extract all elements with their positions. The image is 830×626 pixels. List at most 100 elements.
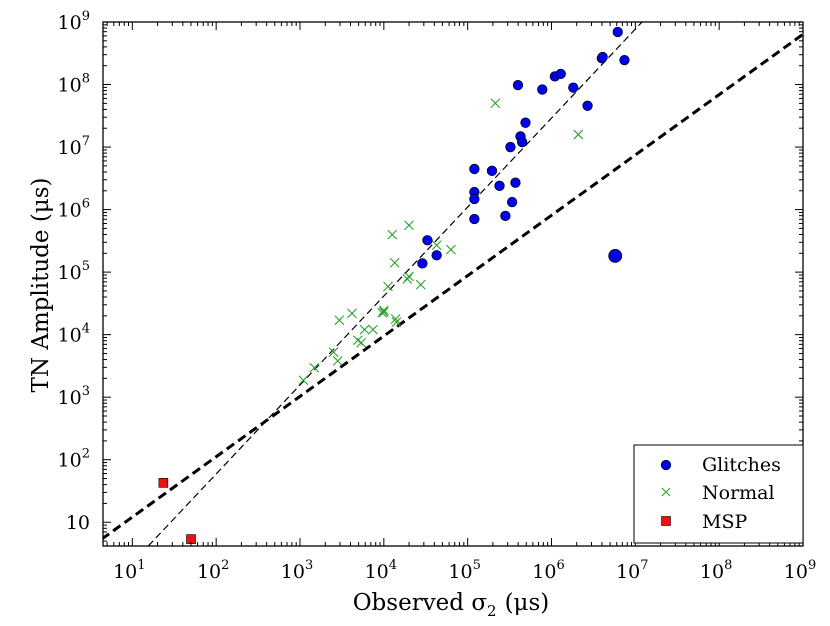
normal-point-stroke-b [356, 337, 367, 348]
normal-point [298, 375, 309, 386]
x-tick-base: 10 [532, 561, 556, 583]
normal-point [402, 274, 413, 284]
x-tick-exponent: 3 [305, 558, 313, 573]
glitch-point-large [608, 248, 623, 263]
normal-point [347, 308, 357, 319]
line-thick-dashed [103, 32, 803, 541]
x-tick-label: 108 [700, 558, 732, 583]
y-tick-exponent: 2 [82, 447, 90, 462]
normal-point [404, 271, 414, 282]
x-tick-label: 103 [281, 558, 313, 583]
y-axis-title: TN Amplitude (μs) [28, 177, 54, 392]
glitch-point [568, 82, 579, 93]
normal-point [328, 347, 339, 358]
x-tick-exponent: 5 [473, 558, 481, 573]
legend-label-msp: MSP [702, 511, 747, 533]
glitch-point [512, 80, 524, 91]
y-tick-label: 108 [58, 72, 90, 97]
x-tick-label: 104 [365, 558, 397, 583]
x-tick-exponent: 2 [221, 558, 229, 573]
y-tick-base: 10 [66, 512, 90, 534]
y-tick-exponent: 9 [82, 9, 90, 24]
normal-point [446, 244, 456, 255]
glitch-point [520, 117, 531, 128]
normal-point [389, 257, 400, 268]
y-tick-label: 102 [58, 447, 90, 472]
x-tick-labels: 101 102 103 104 105 106 107 108 109 [113, 558, 816, 583]
y-tick-base: 10 [58, 137, 82, 159]
x-tick-label: 102 [197, 558, 229, 583]
x-tick-label: 105 [448, 558, 480, 583]
normal-point-stroke-b [298, 375, 309, 386]
x-tick-label: 101 [113, 558, 145, 583]
x-axis-title-unit: (μs) [505, 590, 550, 616]
fit-lines [103, 22, 803, 546]
legend-marker-glitches [660, 459, 672, 471]
y-tick-exponent: 6 [82, 197, 90, 212]
x-tick-exponent: 4 [389, 558, 397, 573]
y-tick-base: 10 [58, 450, 82, 472]
glitch-point [494, 180, 505, 191]
normal-point-stroke-b [415, 279, 426, 290]
normal-point [431, 240, 442, 251]
normal-point [387, 229, 398, 240]
x-tick-base: 10 [113, 561, 137, 583]
normal-point [404, 220, 414, 231]
glitch-point [555, 68, 566, 80]
glitch-point [486, 165, 498, 176]
x-axis-title-subscript: 2 [487, 602, 497, 620]
plot-area-frame [102, 21, 804, 547]
normal-point-stroke-b [446, 244, 456, 255]
normal-point [391, 317, 402, 328]
glitch-point [506, 196, 518, 208]
glitch-point [517, 136, 528, 148]
glitch-point [582, 100, 593, 111]
x-tick-exponent: 7 [640, 558, 648, 573]
y-tick-label: 106 [58, 197, 90, 222]
x-tick-base: 10 [784, 561, 808, 583]
x-tick-base: 10 [281, 561, 305, 583]
normal-point [309, 362, 320, 373]
glitch-point [505, 141, 516, 153]
msp-point [158, 478, 169, 488]
normal-point-stroke-b [332, 356, 343, 366]
y-tick-label: 10 [66, 512, 90, 534]
legend-marker-msp [661, 516, 671, 526]
y-tick-label: 105 [58, 259, 90, 284]
normal-point [383, 281, 393, 292]
x-tick-exponent: 9 [808, 558, 816, 573]
glitch-point [422, 235, 433, 246]
y-tick-base: 10 [58, 12, 82, 34]
y-tick-label: 103 [58, 384, 90, 409]
glitch-point [469, 193, 480, 205]
normal-point-stroke-b [328, 347, 339, 358]
y-tick-label: 109 [58, 9, 90, 34]
normal-point-stroke-b [383, 281, 393, 292]
legend-marker-normal [661, 487, 671, 497]
glitch-point [510, 177, 521, 188]
x-tick-exponent: 1 [137, 558, 145, 573]
glitch-point [597, 51, 608, 63]
y-tick-exponent: 7 [82, 134, 90, 149]
normal-point-stroke-b [378, 305, 389, 316]
normal-point-stroke-b [309, 362, 320, 373]
normal-point-stroke-b [431, 240, 442, 251]
y-tick-base: 10 [58, 200, 82, 222]
legend-box [633, 444, 804, 544]
normal-point [359, 324, 370, 335]
normal-point-stroke-b [404, 220, 414, 231]
x-tick-label: 109 [784, 558, 816, 583]
y-tick-exponent: 5 [82, 259, 90, 274]
normal-point [378, 307, 389, 318]
normal-point [332, 356, 343, 366]
legend-label-glitches: Glitches [702, 454, 781, 476]
x-axis-title-main: Observed σ [353, 590, 488, 616]
x-tick-label: 107 [616, 558, 648, 583]
normal-point-stroke-b [347, 308, 357, 319]
x-tick-base: 10 [197, 561, 221, 583]
y-tick-exponent: 4 [82, 322, 90, 337]
normal-point [356, 337, 367, 348]
glitch-point [469, 213, 480, 225]
glitch-point [537, 84, 548, 95]
